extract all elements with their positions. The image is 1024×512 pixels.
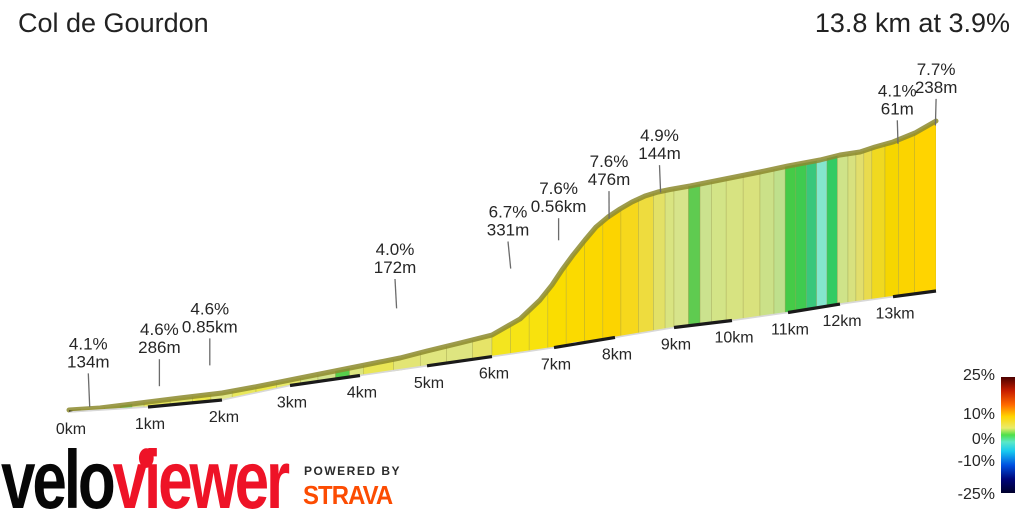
svg-text:4.9%: 4.9% — [640, 126, 679, 145]
svg-text:134m: 134m — [67, 352, 110, 371]
svg-text:1km: 1km — [135, 416, 165, 433]
svg-text:-25%: -25% — [958, 486, 995, 503]
svg-text:476m: 476m — [588, 170, 631, 189]
svg-text:5km: 5km — [414, 375, 444, 392]
svg-text:11km: 11km — [771, 322, 809, 339]
svg-text:7km: 7km — [541, 357, 571, 374]
svg-text:4.6%: 4.6% — [140, 320, 179, 339]
svg-text:0km: 0km — [56, 421, 86, 438]
svg-text:4.6%: 4.6% — [190, 299, 229, 318]
svg-text:238m: 238m — [915, 78, 958, 97]
svg-text:4.0%: 4.0% — [376, 240, 415, 259]
svg-text:7.7%: 7.7% — [917, 60, 956, 79]
svg-text:4km: 4km — [347, 385, 377, 402]
svg-text:7.6%: 7.6% — [590, 152, 629, 171]
svg-text:3km: 3km — [277, 395, 307, 412]
svg-text:12km: 12km — [822, 313, 861, 330]
svg-text:10%: 10% — [963, 406, 995, 423]
svg-text:6.7%: 6.7% — [489, 203, 528, 222]
svg-text:61m: 61m — [881, 99, 914, 118]
svg-text:4.1%: 4.1% — [878, 81, 917, 100]
svg-text:9km: 9km — [661, 337, 691, 354]
svg-text:172m: 172m — [374, 258, 417, 277]
svg-text:8km: 8km — [602, 346, 632, 363]
svg-text:13km: 13km — [875, 306, 914, 323]
svg-text:7.6%: 7.6% — [539, 179, 578, 198]
svg-text:144m: 144m — [638, 144, 681, 163]
svg-text:4.1%: 4.1% — [69, 334, 108, 353]
svg-text:0%: 0% — [972, 431, 995, 448]
svg-text:25%: 25% — [963, 367, 995, 384]
svg-text:-10%: -10% — [958, 453, 995, 470]
svg-text:6km: 6km — [479, 366, 509, 383]
svg-text:10km: 10km — [714, 330, 753, 347]
svg-text:2km: 2km — [209, 409, 239, 426]
svg-text:331m: 331m — [487, 221, 530, 240]
svg-text:286m: 286m — [138, 338, 181, 357]
svg-text:0.85km: 0.85km — [182, 317, 238, 336]
svg-text:0.56km: 0.56km — [531, 197, 587, 216]
